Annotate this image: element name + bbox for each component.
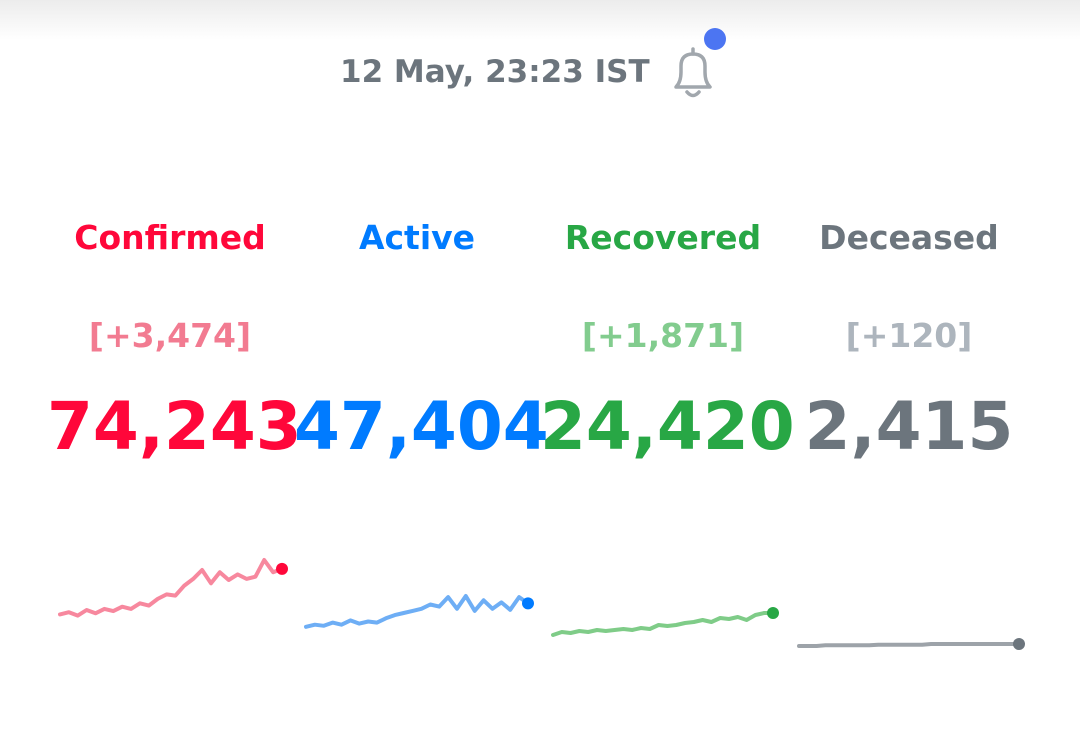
- deceased-sparkline-end-dot: [1013, 638, 1025, 650]
- confirmed-delta: [+3,474]: [88, 316, 252, 355]
- bell-icon: [674, 47, 712, 98]
- deceased-sparkline: [797, 642, 1021, 648]
- notification-dot: [704, 28, 726, 50]
- active-label: Active: [358, 218, 476, 257]
- active-sparkline-end-dot: [522, 597, 534, 610]
- header: 12 May, 23:23 IST: [0, 28, 1080, 108]
- recovered-sparkline-end-dot: [767, 607, 779, 619]
- recovered-label: Recovered: [564, 218, 762, 257]
- confirmed-sparkline-end-dot: [276, 562, 288, 575]
- recovered-count: 24,420: [540, 388, 795, 465]
- top-shadow: [0, 0, 1080, 40]
- recovered-delta: [+1,871]: [581, 316, 745, 355]
- deceased-delta: [+120]: [845, 316, 973, 355]
- deceased-count: 2,415: [804, 388, 1014, 465]
- confirmed-count: 74,243: [47, 388, 302, 465]
- active-count: 47,404: [294, 388, 549, 465]
- confirmed-label: Confirmed: [74, 218, 266, 257]
- notifications-button[interactable]: [664, 28, 728, 106]
- last-updated-timestamp: 12 May, 23:23 IST: [340, 54, 650, 90]
- deceased-label: Deceased: [819, 218, 999, 257]
- confirmed-sparkline: [58, 558, 284, 618]
- recovered-sparkline: [551, 611, 775, 637]
- active-sparkline: [304, 594, 530, 629]
